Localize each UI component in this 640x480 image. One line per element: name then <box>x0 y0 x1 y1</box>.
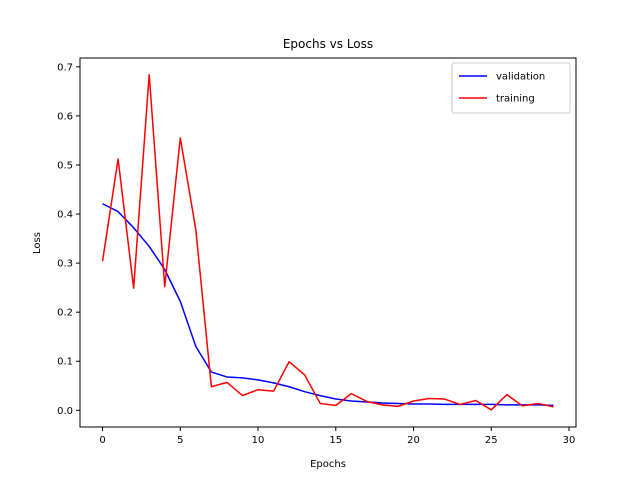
series-line-validation <box>102 203 554 407</box>
y-axis: 0.0 0.1 0.2 0.3 0.4 0.5 0.6 0.7 <box>57 62 80 417</box>
y-tick-label: 0.4 <box>57 210 73 221</box>
series-line-training <box>101 73 554 411</box>
legend: validation training <box>451 62 571 114</box>
x-tick-label: 15 <box>329 435 342 446</box>
x-tick-label: 5 <box>177 435 183 446</box>
x-tick-label: 25 <box>485 435 498 446</box>
y-axis-label: Loss <box>32 232 43 254</box>
series-layer <box>101 73 554 411</box>
y-tick-label: 0.1 <box>57 357 73 368</box>
x-tick-label: 0 <box>99 435 105 446</box>
y-tick-label: 0.0 <box>57 406 73 417</box>
x-axis-label: Epochs <box>310 459 346 470</box>
plot-frame <box>79 57 577 428</box>
chart-title: Epochs vs Loss <box>283 37 373 51</box>
y-tick-label: 0.7 <box>57 62 73 73</box>
y-tick-label: 0.2 <box>57 308 73 319</box>
legend-box <box>451 62 571 114</box>
y-tick-label: 0.3 <box>57 259 73 270</box>
legend-label: training <box>496 94 535 105</box>
legend-label: validation <box>496 72 545 83</box>
x-tick-label: 30 <box>563 435 576 446</box>
y-tick-label: 0.6 <box>57 111 73 122</box>
x-axis: 0 5 10 15 20 25 30 <box>99 427 575 446</box>
x-tick-label: 20 <box>407 435 420 446</box>
x-tick-label: 10 <box>252 435 265 446</box>
y-tick-label: 0.5 <box>57 160 73 171</box>
